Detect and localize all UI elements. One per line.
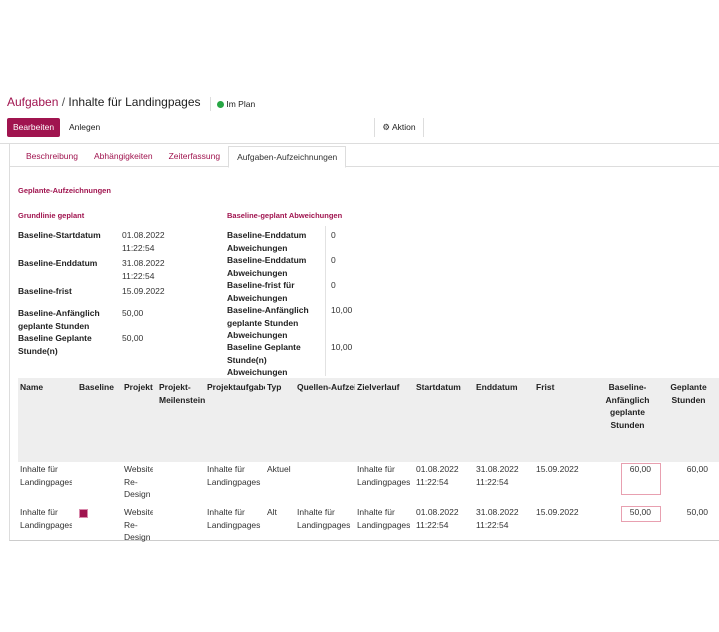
table-header	[18, 378, 719, 462]
tab-line	[10, 166, 719, 167]
column-header: Baseline-Anfänglich geplante Stunden	[605, 382, 650, 430]
field-value: 50,00	[122, 308, 144, 318]
tabs: Beschreibung Abhängigkeiten Zeiterfassung A…	[18, 146, 347, 168]
column-header: Quellen-Aufzeichnungen	[297, 382, 355, 392]
column-header: Frist	[536, 382, 555, 392]
table-cell: Inhalte für Landingpages	[207, 507, 261, 530]
field-value: 10,00	[331, 342, 353, 352]
breadcrumb-parent[interactable]: Aufgaben	[7, 95, 59, 109]
field-value: 50,00	[122, 333, 144, 343]
field-label: Baseline-frist	[18, 286, 72, 296]
breadcrumb: Aufgaben / Inhalte für Landingpages	[7, 95, 201, 109]
field-label: Baseline Geplante Stunde(n)	[18, 333, 92, 356]
column-header: Projektaufgabe	[207, 382, 265, 392]
table-cell: 15.09.2022	[536, 464, 579, 474]
table-cell: Website Re-Design	[124, 507, 153, 542]
column-header: Baseline	[79, 382, 114, 392]
field-value: 0	[331, 255, 336, 265]
tab[interactable]: Beschreibung	[26, 151, 78, 161]
table-cell: Inhalte für Landingpages	[357, 507, 410, 530]
table-cell: Inhalte für Landingpages	[297, 507, 351, 530]
field-label: Baseline-Enddatum Abweichungen	[227, 255, 307, 278]
create-button[interactable]: Anlegen	[69, 122, 101, 132]
action-button[interactable]: ⚙ Aktion	[374, 118, 424, 137]
field-value: 01.08.2022 11:22:54	[122, 230, 165, 253]
field-label: Baseline-Anfänglich geplante Stunden	[18, 308, 100, 331]
table-cell: Inhalte für Landingpages	[20, 507, 72, 530]
status-dot	[217, 101, 224, 108]
section-title: Geplante-Aufzeichnungen	[18, 186, 111, 195]
field-label: Baseline-Startdatum	[18, 230, 101, 240]
sheet	[9, 144, 719, 541]
field-value: 0	[331, 280, 336, 290]
table-cell: 31.08.2022 11:22:54	[476, 464, 519, 487]
column-header: Geplante Stunden	[670, 382, 707, 405]
divider	[0, 143, 719, 144]
baseline-checkbox[interactable]	[79, 509, 88, 518]
table-cell: 15.09.2022	[536, 507, 579, 517]
group-title: Grundlinie geplant	[18, 211, 85, 220]
table-cell: 50,00	[629, 507, 651, 517]
field-label: Baseline-Anfänglich geplante Stunden Abw…	[227, 305, 309, 340]
breadcrumb-current: Inhalte für Landingpages	[68, 95, 201, 109]
group-divider	[325, 226, 326, 376]
column-header: Zielverlauf	[357, 382, 400, 392]
field-value: 10,00	[331, 305, 353, 315]
field-label: Baseline Geplante Stunde(n) Abweichungen	[227, 342, 301, 377]
table-cell: Alt	[267, 507, 277, 517]
column-header: Startdatum	[416, 382, 461, 392]
field-value: 15.09.2022	[122, 286, 165, 296]
tab[interactable]: Abhängigkeiten	[93, 151, 153, 161]
table-cell: 31.08.2022 11:22:54	[476, 507, 519, 530]
table-cell: 01.08.2022 11:22:54	[416, 464, 459, 487]
status-label: Im Plan	[226, 99, 256, 109]
column-header: Projekt-Meilenstein	[159, 382, 205, 405]
table-cell: 60,00	[686, 464, 708, 474]
group-title: Baseline-geplant Abweichungen	[227, 211, 343, 220]
edit-button[interactable]: Bearbeiten	[7, 118, 60, 137]
table-cell: Inhalte für Landingpages	[20, 464, 72, 487]
column-header: Name	[20, 382, 44, 392]
highlight-box	[621, 463, 661, 495]
field-label: Baseline-Enddatum Abweichungen	[227, 230, 307, 253]
table-cell: Aktuell	[267, 464, 291, 474]
highlight-box	[621, 506, 661, 522]
status: Im Plan	[210, 97, 255, 111]
column-header: Typ	[267, 382, 282, 392]
tab[interactable]: Zeiterfassung	[168, 151, 221, 161]
column-header: Enddatum	[476, 382, 518, 392]
table-cell: Inhalte für Landingpages	[207, 464, 261, 487]
table-cell: 01.08.2022 11:22:54	[416, 507, 459, 530]
table-cell: 60,00	[629, 464, 651, 474]
field-label: Baseline-Enddatum	[18, 258, 98, 268]
column-header: Projekt	[124, 382, 153, 392]
field-value: 0	[331, 230, 336, 240]
field-value: 31.08.2022 11:22:54	[122, 258, 165, 281]
table-cell: 50,00	[686, 507, 708, 517]
action-label: Aktion	[391, 122, 416, 132]
table-cell: Website Re-Design	[124, 464, 153, 499]
tab[interactable]: Aufgaben-Aufzeichnungen	[228, 146, 347, 168]
table-cell: Inhalte für Landingpages	[357, 464, 410, 487]
field-label: Baseline-frist für Abweichungen	[227, 280, 295, 303]
